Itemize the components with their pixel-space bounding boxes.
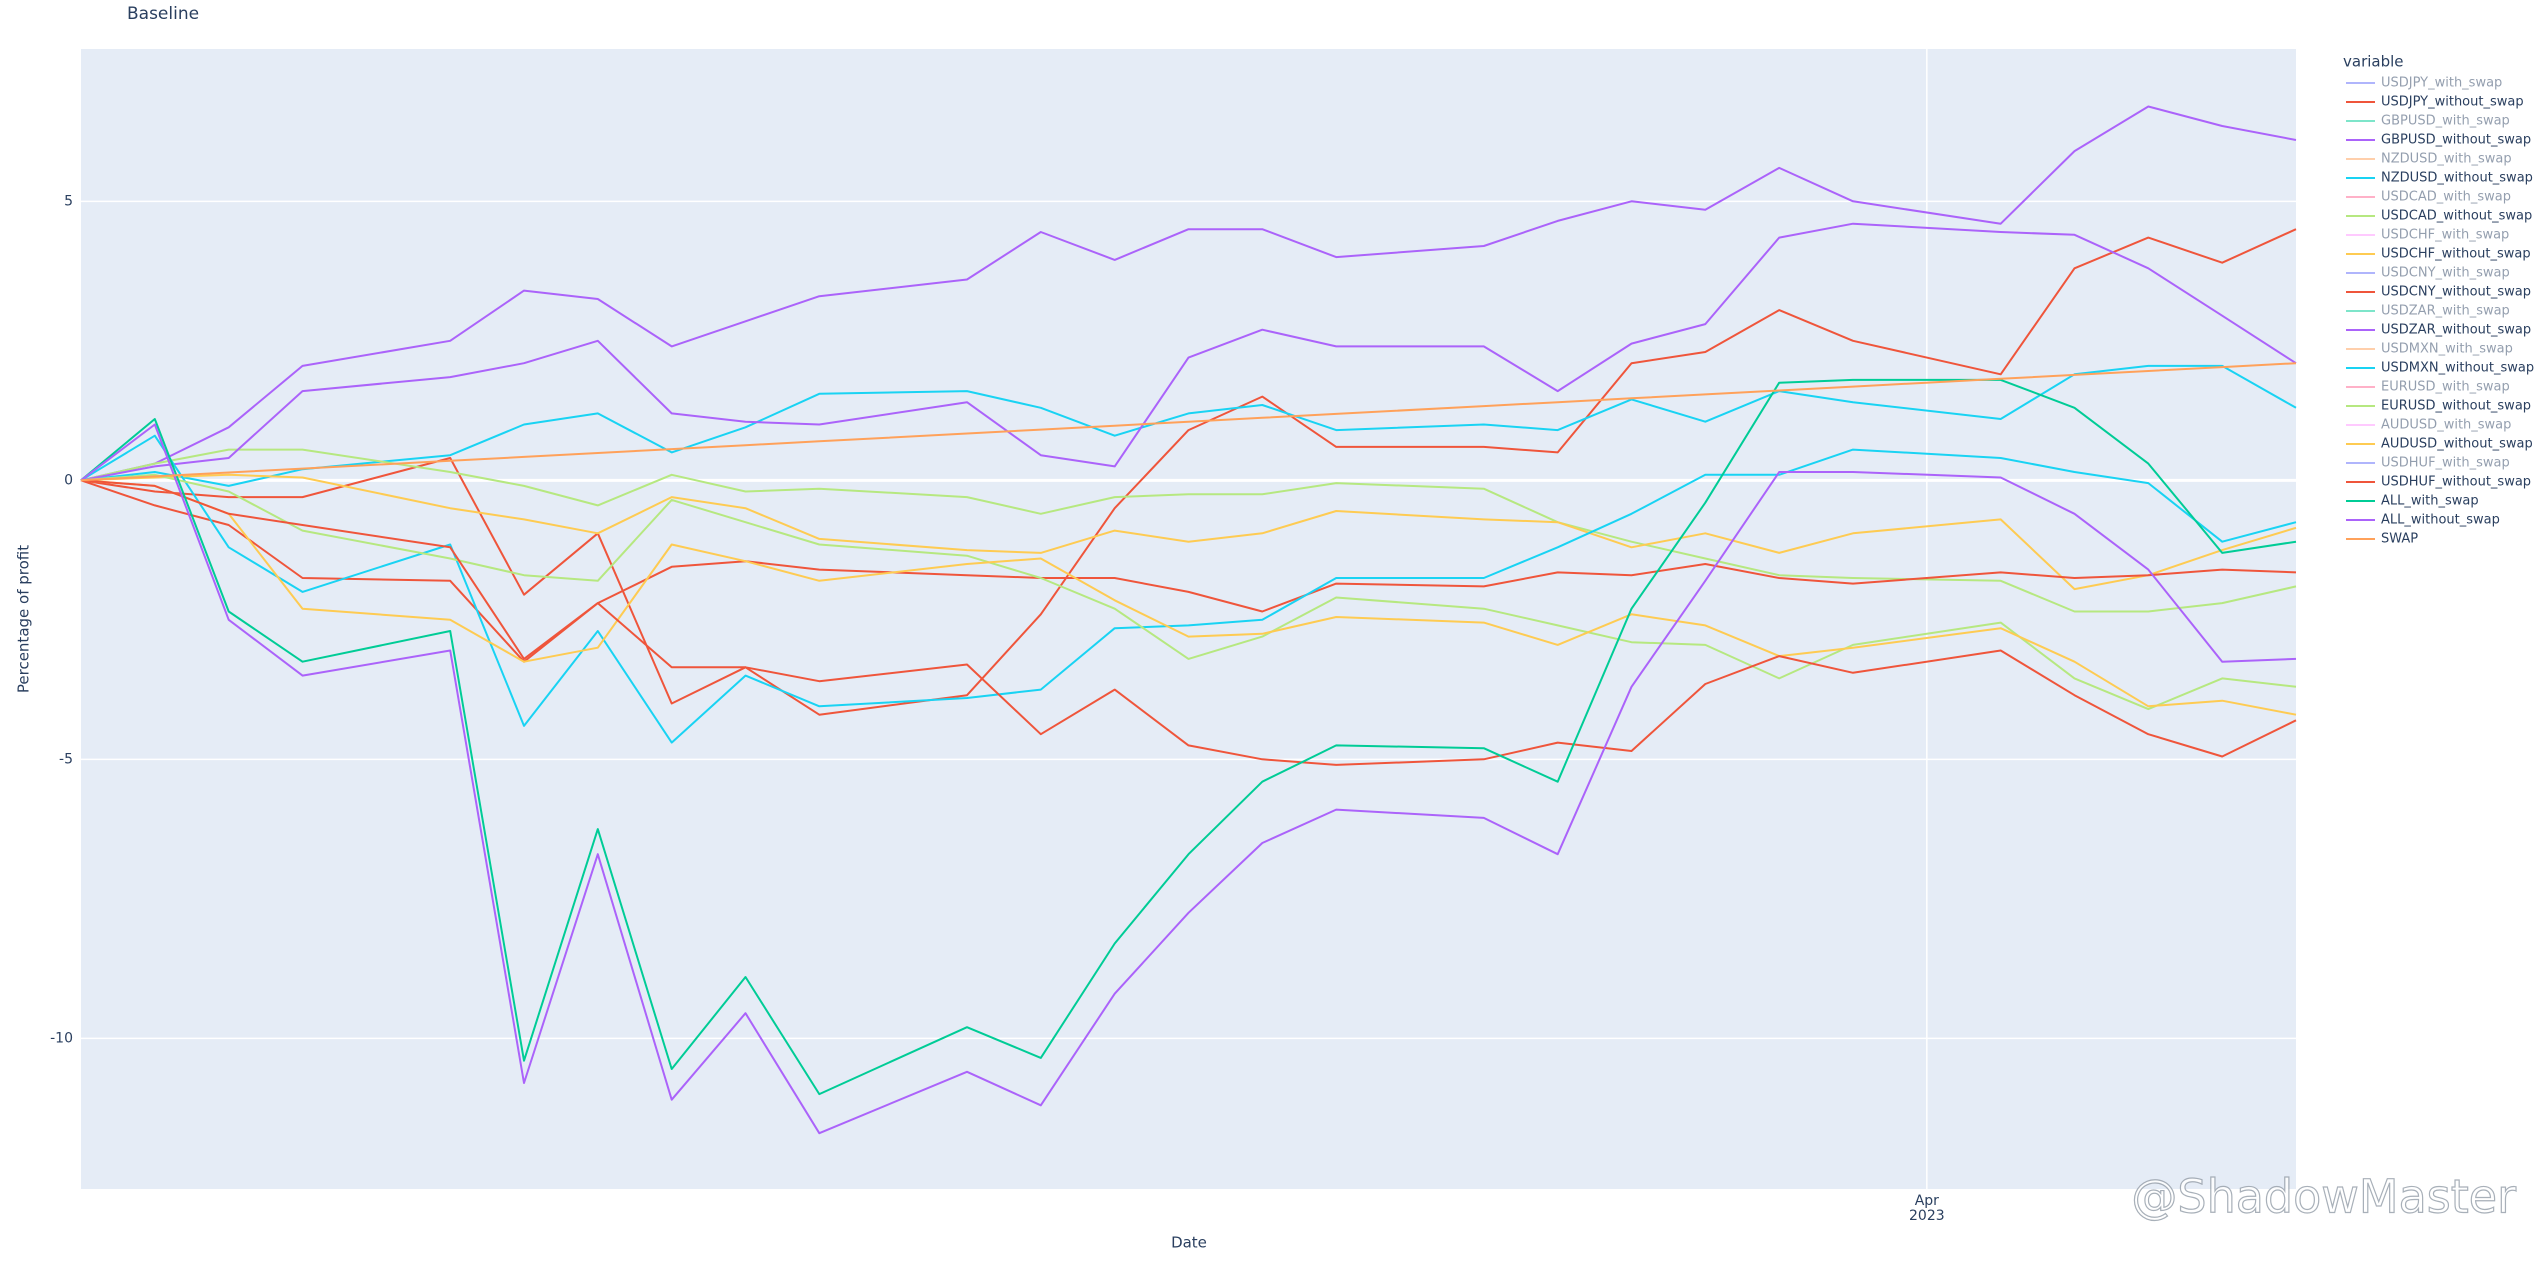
legend-label: AUDUSD_without_swap xyxy=(2381,437,2533,452)
legend-label: USDHUF_with_swap xyxy=(2381,456,2510,471)
legend-label: USDZAR_with_swap xyxy=(2381,304,2510,319)
legend-item[interactable]: NZDUSD_with_swap xyxy=(2346,152,2512,167)
legend-item[interactable]: NZDUSD_without_swap xyxy=(2346,171,2533,186)
legend-item[interactable]: USDHUF_without_swap xyxy=(2346,475,2531,490)
series-line xyxy=(80,378,2297,1096)
legend-label: GBPUSD_with_swap xyxy=(2381,114,2510,129)
lines xyxy=(80,105,2297,1135)
legend-label: USDJPY_with_swap xyxy=(2381,76,2502,91)
legend-item[interactable]: GBPUSD_with_swap xyxy=(2346,114,2510,129)
legend-item[interactable]: USDJPY_with_swap xyxy=(2346,76,2502,91)
legend-label: USDCHF_without_swap xyxy=(2381,247,2531,262)
series-line xyxy=(80,228,2297,716)
series-line xyxy=(80,448,2297,613)
grid xyxy=(81,49,2296,1189)
legend-label: AUDUSD_with_swap xyxy=(2381,418,2511,433)
chart-title: Baseline xyxy=(127,4,199,24)
legend-label: USDCNY_without_swap xyxy=(2381,285,2531,300)
y-tick-label: -10 xyxy=(50,1030,73,1046)
series-line xyxy=(80,479,2297,663)
legend-item[interactable]: USDMXN_without_swap xyxy=(2346,361,2534,376)
legend-item[interactable]: AUDUSD_with_swap xyxy=(2346,418,2511,433)
legend-item[interactable]: USDCNY_without_swap xyxy=(2346,285,2531,300)
x-tick-sublabel: 2023 xyxy=(1909,1208,1945,1224)
legend-item[interactable]: ALL_without_swap xyxy=(2346,513,2500,528)
legend-item[interactable]: USDMXN_with_swap xyxy=(2346,342,2513,357)
legend-item[interactable]: USDCAD_without_swap xyxy=(2346,209,2532,224)
legend-item[interactable]: ALL_with_swap xyxy=(2346,494,2479,509)
series-line xyxy=(80,222,2297,482)
legend-label: USDJPY_without_swap xyxy=(2381,95,2524,110)
plot-background xyxy=(81,49,2296,1189)
legend-label: USDHUF_without_swap xyxy=(2381,475,2531,490)
legend-label: NZDUSD_without_swap xyxy=(2381,171,2533,186)
legend-item[interactable]: USDJPY_without_swap xyxy=(2346,95,2524,110)
x-tick-label: Apr xyxy=(1915,1193,1939,1209)
legend-label: USDCAD_without_swap xyxy=(2381,209,2532,224)
legend-label: SWAP xyxy=(2381,532,2418,547)
y-axis-title: Percentage of profit xyxy=(15,545,33,693)
legend-label: USDMXN_without_swap xyxy=(2381,361,2534,376)
series-line xyxy=(80,364,2297,487)
legend: USDJPY_with_swap USDJPY_without_swap GBPUS… xyxy=(2346,76,2534,547)
legend-item[interactable]: USDCNY_with_swap xyxy=(2346,266,2510,281)
legend-item[interactable]: USDCHF_with_swap xyxy=(2346,228,2509,243)
x-axis-title: Date xyxy=(1171,1234,1207,1252)
legend-label: EURUSD_with_swap xyxy=(2381,380,2510,395)
y-tick-label: 0 xyxy=(64,472,73,488)
legend-item[interactable]: SWAP xyxy=(2346,532,2418,547)
legend-title: variable xyxy=(2343,53,2404,71)
legend-item[interactable]: USDZAR_without_swap xyxy=(2346,323,2531,338)
legend-label: ALL_without_swap xyxy=(2381,513,2500,528)
legend-item[interactable]: USDCHF_without_swap xyxy=(2346,247,2531,262)
legend-label: USDCAD_with_swap xyxy=(2381,190,2511,205)
series-line xyxy=(80,473,2297,591)
legend-label: USDMXN_with_swap xyxy=(2381,342,2513,357)
series-line xyxy=(80,105,2297,482)
legend-item[interactable]: USDCAD_with_swap xyxy=(2346,190,2511,205)
series-line xyxy=(80,479,2297,766)
legend-item[interactable]: GBPUSD_without_swap xyxy=(2346,133,2531,148)
legend-label: USDCHF_with_swap xyxy=(2381,228,2509,243)
series-line xyxy=(80,473,2297,711)
series-line xyxy=(80,362,2297,482)
y-tick-label: -5 xyxy=(59,751,73,767)
legend-item[interactable]: USDZAR_with_swap xyxy=(2346,304,2510,319)
legend-label: NZDUSD_with_swap xyxy=(2381,152,2512,167)
legend-label: ALL_with_swap xyxy=(2381,494,2479,509)
legend-label: EURUSD_without_swap xyxy=(2381,399,2531,414)
legend-item[interactable]: EURUSD_without_swap xyxy=(2346,399,2531,414)
watermark: @ShadowMaster xyxy=(2131,1170,2516,1224)
legend-label: USDZAR_without_swap xyxy=(2381,323,2531,338)
series-line xyxy=(80,479,2297,716)
series-line xyxy=(80,423,2297,1135)
y-tick-label: 5 xyxy=(64,193,73,209)
legend-item[interactable]: AUDUSD_without_swap xyxy=(2346,437,2533,452)
legend-label: GBPUSD_without_swap xyxy=(2381,133,2531,148)
legend-label: USDCNY_with_swap xyxy=(2381,266,2510,281)
legend-item[interactable]: EURUSD_with_swap xyxy=(2346,380,2510,395)
legend-item[interactable]: USDHUF_with_swap xyxy=(2346,456,2510,471)
series-line xyxy=(80,434,2297,744)
